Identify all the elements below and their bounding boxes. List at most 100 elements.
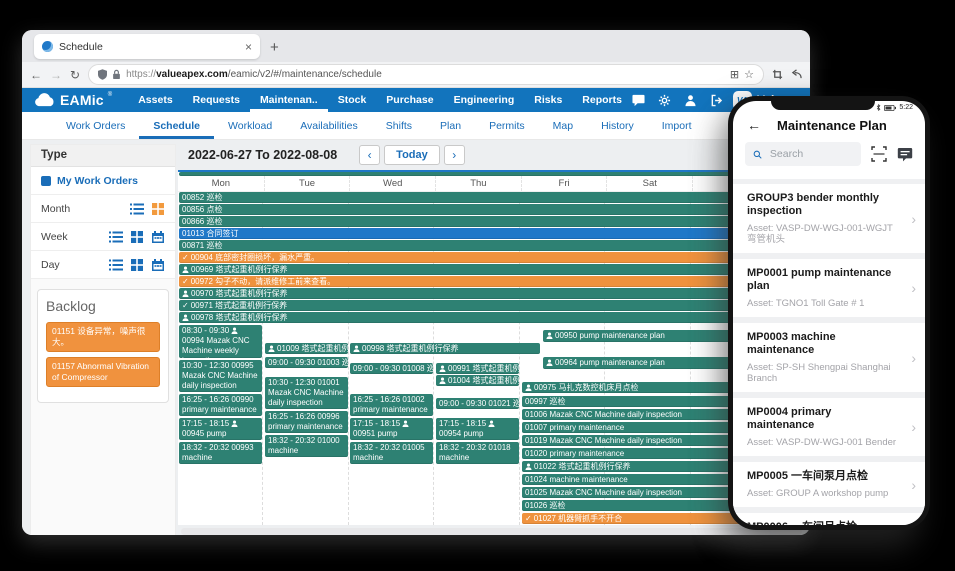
bookmark-star-icon[interactable]: ☆ [744,69,754,81]
calendar-event[interactable]: ✓ 01027 机器臂抓手不开合 [522,513,805,524]
calendar-event[interactable]: 17:15 - 18:15 00951 pump maintenance pla… [350,418,433,440]
calendar-event[interactable] [179,172,806,176]
grid-view-icon[interactable] [130,230,144,243]
calendar-event[interactable]: 01024 machine maintenance [522,474,805,485]
prev-period-button[interactable]: ‹ [359,145,381,165]
user-icon[interactable] [684,94,697,107]
calendar-event[interactable]: 01026 巡检 [522,500,805,511]
logout-icon[interactable] [710,94,723,107]
app-logo[interactable]: EAMic ® [32,92,112,108]
calendar-event[interactable]: 16:25 - 16:26 00990 primary maintenance [179,394,262,416]
new-tab-button[interactable]: + [270,39,279,56]
subnav-item-history[interactable]: History [601,119,634,132]
calendar-event[interactable]: 00852 巡检 [179,192,806,203]
calendar-event[interactable]: 00997 巡检 [522,396,805,407]
scan-qr-icon[interactable] [871,146,887,162]
nav-item-risks[interactable]: Risks [534,94,563,106]
calendar-event[interactable]: 08:30 - 09:30 00994 Mazak CNC Machine we… [179,325,262,358]
forward-button[interactable]: → [50,67,62,82]
search-field[interactable] [745,142,861,166]
maintenance-plan-card[interactable]: MP0004 primary maintenance Asset: VASP-DW… [733,398,925,456]
subnav-item-import[interactable]: Import [661,119,692,132]
calendar-event[interactable]: 01025 Mazak CNC Machine daily inspection [522,487,805,498]
calendar-event[interactable]: 01007 primary maintenance [522,422,805,433]
today-button[interactable]: Today [384,145,440,165]
list-view-icon[interactable] [109,259,123,271]
subnav-item-shifts[interactable]: Shifts [385,119,413,132]
calendar-event[interactable]: 01006 Mazak CNC Machine daily inspection [522,409,805,420]
checkbox-icon[interactable] [41,175,51,186]
calendar-event[interactable]: 01009 塔式起重机例行保养 [265,343,348,354]
calendar-view-icon[interactable] [151,258,165,271]
maintenance-plan-card[interactable]: MP0006 一车间月点检Asset: GROUP1 A workshop› [733,513,925,525]
shield-icon[interactable] [98,69,108,80]
calendar-event[interactable]: 01013 合同签订 [179,228,806,239]
nav-item-assets[interactable]: Assets [138,94,173,106]
calendar-event[interactable]: 10:30 - 12:30 00995 Mazak CNC Machine da… [179,360,262,392]
back-button[interactable]: ← [30,67,42,82]
search-input[interactable] [767,147,853,161]
reload-button[interactable]: ↻ [70,67,81,82]
calendar-event[interactable]: 18:32 - 20:32 01000 machine maintenance [265,435,348,457]
calendar-event[interactable]: 01020 primary maintenance [522,448,805,459]
calendar-event[interactable]: ✓ 00904 底部密封圈损坏，漏水严重。 [179,252,806,263]
my-work-orders-filter[interactable]: My Work Orders [31,167,175,195]
crop-icon[interactable] [772,69,783,80]
nav-item-reports[interactable]: Reports [582,94,622,106]
url-text[interactable]: https://valueapex.com/eamic/v2/#/mainten… [126,69,382,80]
calendar-event[interactable]: 17:15 - 18:15 00954 pump maintenance pla… [436,418,519,440]
subnav-item-workload[interactable]: Workload [228,119,273,132]
maintenance-plan-card[interactable]: MP0005 一车间泵月点检 Asset: GROUP A workshop pu… [733,462,925,507]
grid-view-icon[interactable] [151,202,165,215]
chat-icon[interactable] [632,94,645,107]
calendar-event[interactable]: 17:15 - 18:15 00945 pump maintenance pla… [179,418,262,440]
calendar-event[interactable]: 10:30 - 12:30 01001 Mazak CNC Machine da… [265,377,348,409]
back-arrow-icon[interactable]: ← [747,117,761,133]
calendar-event[interactable]: 01004 塔式起重机例行保养 [436,375,519,386]
calendar-event[interactable]: 18:32 - 20:32 01018 machine maintenance [436,442,519,464]
maintenance-plan-card[interactable]: MP0003 machine maintenance Asset: SP-SH S… [733,323,925,392]
subnav-item-map[interactable]: Map [552,119,574,132]
tab-close-icon[interactable]: × [244,39,252,54]
nav-item-purchase[interactable]: Purchase [386,94,434,106]
list-view-icon[interactable] [130,203,144,215]
nav-item-requests[interactable]: Requests [192,94,240,106]
nav-item-stock[interactable]: Stock [337,94,367,106]
calendar-event[interactable]: 00866 巡检 [179,216,806,227]
gear-icon[interactable] [658,94,671,107]
calendar-event[interactable]: 00998 塔式起重机例行保养 [350,343,540,354]
calendar-event[interactable]: 16:25 - 16:26 00996 primary maintenance [265,411,348,433]
backlog-item[interactable]: 01151 设备异常，噪声很大。 [46,322,160,352]
next-period-button[interactable]: › [443,145,465,165]
calendar-event[interactable]: 18:32 - 20:32 00993 machine maintenance [179,442,262,464]
message-icon[interactable] [897,146,913,162]
subnav-item-plan[interactable]: Plan [440,119,462,132]
calendar-event[interactable]: 00871 巡检 [179,240,806,251]
calendar-event[interactable]: 00856 点检 [179,204,806,215]
calendar-event[interactable]: 00975 马扎克数控机床月点检 [522,382,805,393]
subnav-item-availabilities[interactable]: Availabilities [300,119,358,132]
calendar-event[interactable]: 18:32 - 20:32 01005 machine maintenance [350,442,433,464]
calendar-event[interactable]: 01022 塔式起重机例行保养 [522,461,805,472]
calendar-event[interactable]: 00991 塔式起重机例行保养 [436,363,519,374]
back-curve-icon[interactable] [791,69,802,80]
calendar-event[interactable]: 00969 塔式起重机例行保养 [179,264,806,275]
backlog-item[interactable]: 01157 Abnormal Vibration of Compressor [46,357,160,387]
grid-shortcut-icon[interactable]: ⊞ [729,69,740,81]
maintenance-plan-card[interactable]: GROUP3 bender monthly inspection Asset: V… [733,184,925,253]
subnav-item-work-orders[interactable]: Work Orders [66,119,126,132]
calendar-event[interactable]: 00970 塔式起重机例行保养 [179,288,806,299]
horizontal-scrollbar[interactable] [181,528,802,535]
calendar-event[interactable]: 00978 塔式起重机例行保养 [179,312,806,323]
list-view-icon[interactable] [109,231,123,243]
grid-view-icon[interactable] [130,258,144,271]
calendar-event[interactable]: 16:25 - 16:26 01002 primary maintenance [350,394,433,416]
subnav-item-permits[interactable]: Permits [489,119,525,132]
nav-item-maintenan[interactable]: Maintenan.. [249,88,328,112]
calendar-event[interactable]: 01019 Mazak CNC Machine daily inspection [522,435,805,446]
calendar-view-icon[interactable] [151,230,165,243]
calendar-event[interactable]: 09:00 - 09:30 01003 巡检 [265,357,348,368]
nav-item-engineering[interactable]: Engineering [453,94,515,106]
calendar-event[interactable]: 09:00 - 09:30 01021 巡检 [436,398,519,409]
maintenance-plan-card[interactable]: MP0001 pump maintenance plan Asset: TGNO1… [733,259,925,317]
